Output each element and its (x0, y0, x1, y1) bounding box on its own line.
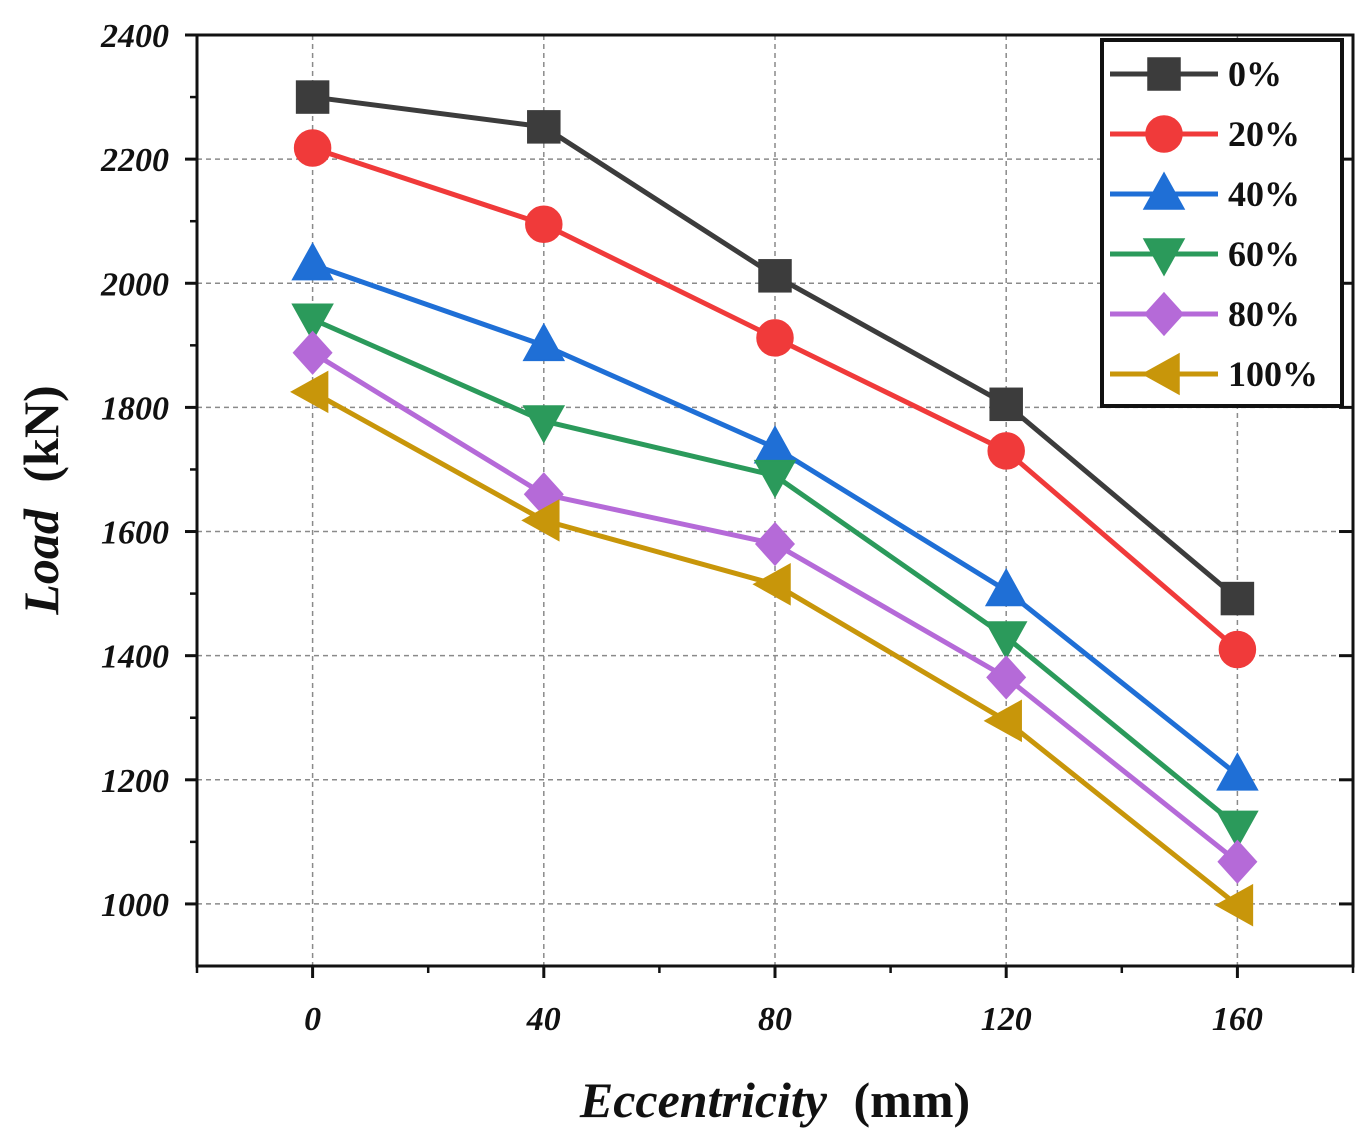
series-60% (291, 303, 1259, 849)
legend-label-100%: 100% (1228, 354, 1318, 394)
y-tick-label-1600: 1600 (101, 515, 169, 552)
data-point-40%-160 (1216, 752, 1259, 791)
data-point-80%-80 (754, 521, 796, 567)
legend-label-80%: 80% (1228, 294, 1300, 334)
y-tick-label-1400: 1400 (101, 639, 169, 676)
data-point-0%-80 (758, 259, 792, 293)
data-point-100%-160 (1214, 883, 1254, 927)
legend-item-100%: 100% (1110, 352, 1318, 396)
data-point-60%-160 (1216, 810, 1259, 849)
y-axis-title-main: Load (13, 508, 69, 616)
legend-label-40%: 40% (1228, 174, 1300, 214)
data-point-20%-160 (1218, 630, 1257, 669)
legend-marker-100% (1141, 352, 1180, 396)
legend-item-60%: 60% (1110, 234, 1300, 277)
y-tick-label-1800: 1800 (101, 390, 169, 427)
legend-box (1100, 38, 1344, 408)
x-tick-label-120: 120 (981, 1001, 1032, 1038)
x-tick-label-160: 160 (1212, 1001, 1263, 1038)
data-point-40%-120 (984, 567, 1028, 607)
series-0% (295, 80, 1255, 616)
data-point-20%-40 (525, 205, 563, 244)
x-axis-title-unit: (mm) (854, 1072, 971, 1128)
series-100% (290, 370, 1254, 927)
data-point-60%-120 (984, 621, 1028, 660)
legend-label-20%: 20% (1228, 114, 1300, 154)
y-axis-title: Load (kN) (13, 385, 69, 615)
x-axis-title-main: Eccentricity (579, 1072, 828, 1128)
data-point-0%-160 (1220, 581, 1255, 616)
data-point-100%-0 (290, 370, 329, 414)
data-point-40%-40 (522, 322, 566, 362)
y-tick-label-1000: 1000 (101, 887, 169, 924)
data-point-100%-80 (752, 563, 791, 606)
data-point-80%-0 (292, 330, 333, 375)
y-tick-label-2000: 2000 (100, 266, 169, 303)
data-point-100%-40 (521, 499, 560, 542)
y-tick-label-2400: 2400 (100, 18, 169, 55)
x-axis-title: Eccentricity (mm) (579, 1072, 970, 1128)
legend: 0% 20% 40% 60% 80% 100% (1100, 38, 1344, 408)
data-point-0%-120 (989, 387, 1023, 422)
legend-marker-0% (1147, 57, 1181, 91)
data-point-0%-0 (295, 80, 330, 114)
data-point-60%-40 (522, 405, 566, 444)
x-tick-label-80: 80 (758, 1001, 792, 1038)
data-point-100%-120 (983, 699, 1022, 743)
data-point-80%-160 (1217, 839, 1258, 884)
data-point-0%-40 (527, 110, 561, 144)
data-point-20%-80 (756, 319, 794, 357)
data-point-20%-120 (987, 432, 1025, 470)
legend-item-20%: 20% (1110, 114, 1300, 154)
data-point-40%-0 (291, 242, 334, 281)
x-tick-labels: 0 40 80 120 160 (304, 1001, 1263, 1038)
series-20% (293, 129, 1257, 669)
y-tick-label-1200: 1200 (101, 763, 169, 800)
legend-label-0%: 0% (1228, 54, 1282, 94)
data-point-20%-0 (293, 129, 332, 167)
y-axis-title-unit: (kN) (13, 385, 69, 482)
data-point-60%-0 (291, 303, 334, 342)
data-point-80%-120 (986, 655, 1027, 700)
legend-item-0%: 0% (1110, 54, 1282, 94)
data-series (290, 80, 1259, 927)
y-tick-labels: 1000 1200 1400 1600 1800 2000 2200 2400 (100, 18, 169, 924)
legend-label-60%: 60% (1228, 234, 1300, 274)
legend-item-40%: 40% (1110, 171, 1300, 214)
legend-marker-60% (1142, 238, 1186, 277)
data-point-60%-80 (753, 459, 797, 499)
x-tick-label-0: 0 (304, 1001, 321, 1038)
legend-marker-20% (1145, 115, 1183, 153)
legend-item-80%: 80% (1110, 291, 1300, 337)
x-tick-label-40: 40 (526, 1001, 561, 1038)
y-tick-label-2200: 2200 (100, 142, 169, 179)
legend-marker-80% (1143, 291, 1185, 337)
legend-marker-40% (1142, 171, 1186, 210)
